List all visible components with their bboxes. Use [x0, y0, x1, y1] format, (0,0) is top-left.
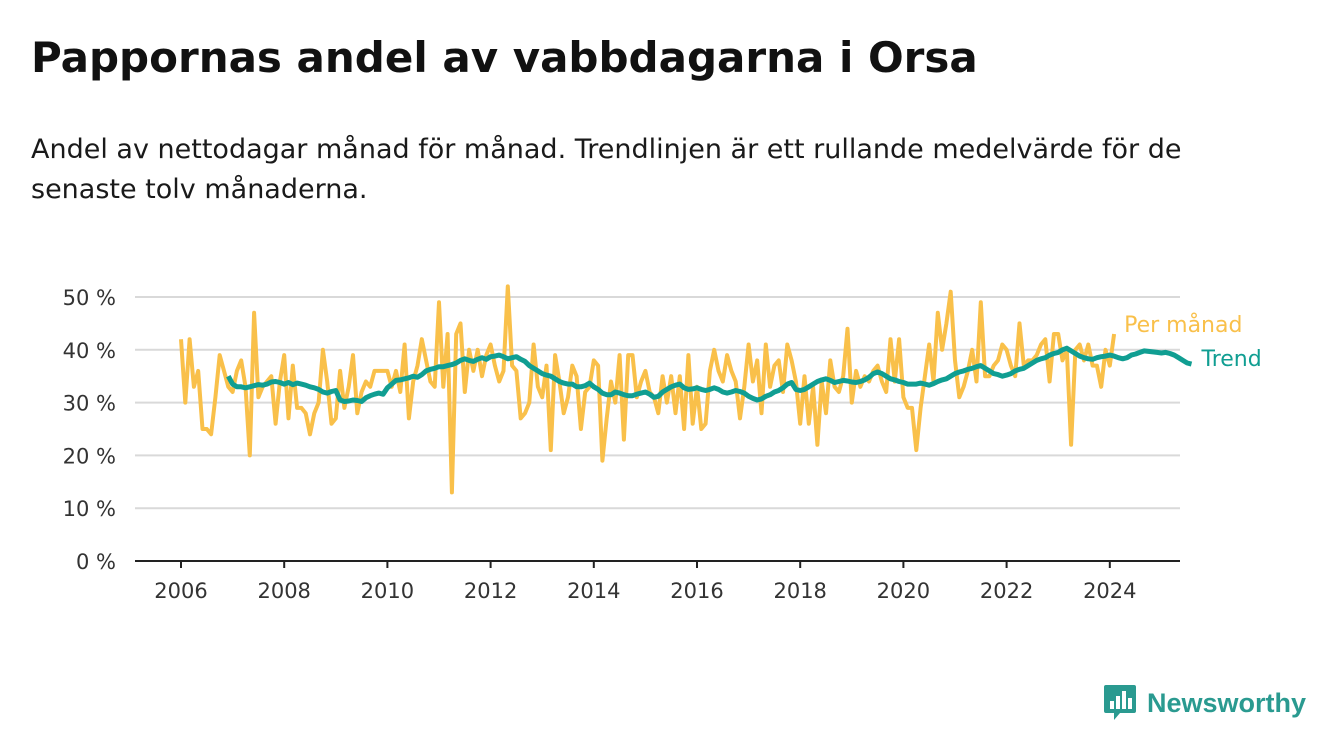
y-tick-label: 20 % [63, 444, 116, 468]
y-axis-tick-labels: 0 % 10 % 20 % 30 % 40 % 50 % [63, 286, 116, 574]
chart-title: Pappornas andel av vabbdagarna i Orsa [31, 33, 978, 82]
x-tick-label: 2012 [464, 579, 517, 603]
x-tick-label: 2010 [361, 579, 414, 603]
x-tick-label: 2022 [980, 579, 1033, 603]
newsworthy-logo: Newsworthy [1103, 683, 1306, 723]
x-tick-label: 2024 [1083, 579, 1136, 603]
x-axis-tick-labels: 2006 2008 2010 2012 2014 2016 2018 2020 2022 2024 [154, 579, 1136, 603]
x-tick-label: 2016 [670, 579, 723, 603]
y-tick-label: 50 % [63, 286, 116, 310]
series-label-per-manad: Per månad [1124, 312, 1242, 338]
x-tick-label: 2006 [154, 579, 207, 603]
y-tick-label: 0 % [76, 550, 116, 574]
x-tick-label: 2008 [257, 579, 310, 603]
newsworthy-logo-icon [1104, 685, 1136, 720]
y-tick-label: 30 % [63, 392, 116, 416]
y-tick-label: 10 % [63, 497, 116, 521]
x-axis-ticks [180, 561, 1111, 568]
series-line-trend [226, 345, 1193, 404]
brand-name: Newsworthy [1147, 687, 1307, 718]
x-tick-label: 2018 [773, 579, 826, 603]
chart-subtitle: Andel av nettodagar månad för månad. Tre… [31, 134, 1182, 205]
y-tick-label: 40 % [63, 339, 116, 363]
x-tick-label: 2014 [567, 579, 620, 603]
series-line-per-manad [179, 284, 1117, 495]
series-label-trend: Trend [1201, 347, 1262, 372]
x-tick-label: 2020 [877, 579, 930, 603]
